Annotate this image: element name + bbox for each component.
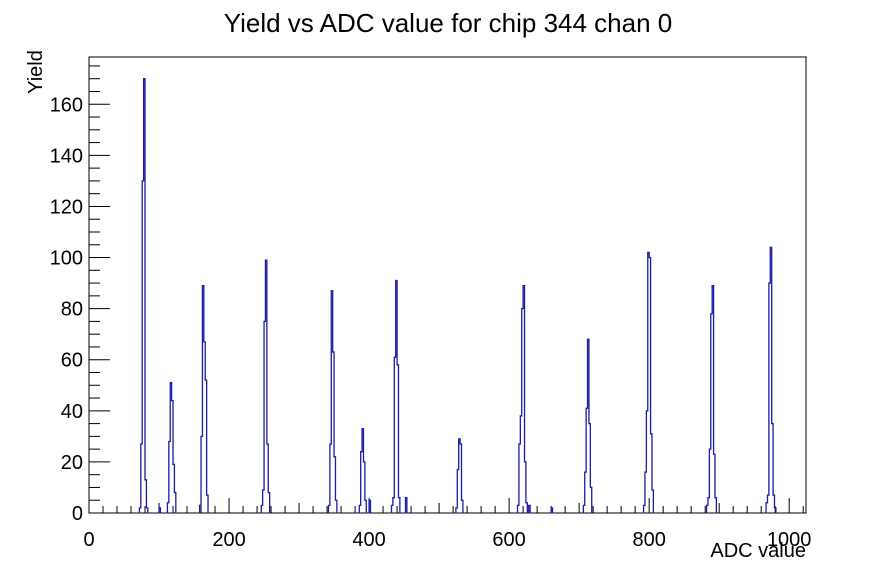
y-tick-label: 140 — [50, 145, 83, 167]
y-tick-label: 20 — [61, 452, 83, 474]
histogram-cluster-peak-621 — [516, 284, 528, 514]
plot-frame — [88, 56, 807, 514]
x-tick-label: 400 — [352, 529, 385, 551]
histogram-cluster-peak-391 — [358, 428, 367, 514]
histogram-cluster-peak-253 — [260, 259, 271, 514]
x-tick-label: 1000 — [767, 529, 812, 551]
histogram-cluster-blip-101 — [158, 507, 162, 514]
histogram-cluster-peak-118 — [166, 382, 177, 514]
histogram-cluster-blip-661 — [550, 507, 554, 514]
histogram-cluster-peak-163 — [198, 284, 209, 514]
histogram-cluster-peak-529 — [455, 438, 464, 514]
x-tick-label: 600 — [492, 529, 525, 551]
x-tick-label: 800 — [632, 529, 665, 551]
y-tick-label: 100 — [50, 248, 83, 270]
y-tick-label: 40 — [61, 401, 83, 423]
histogram-cluster-peak-891 — [705, 284, 718, 514]
histogram-cluster-peak-78 — [138, 78, 149, 514]
histogram-cluster-blip-401 — [368, 499, 372, 514]
histogram-cluster-blip-453 — [404, 497, 408, 514]
histogram-cluster-peak-439 — [390, 279, 401, 514]
y-tick-label: 0 — [72, 503, 83, 525]
y-tick-label: 80 — [61, 299, 83, 321]
histogram-cluster-peak-347 — [327, 290, 338, 514]
y-axis-title: Yield — [25, 50, 47, 94]
histogram-cluster-peak-974 — [765, 246, 777, 514]
chart-title: Yield vs ADC value for chip 344 chan 0 — [223, 8, 673, 38]
y-tick-label: 60 — [61, 350, 83, 372]
x-tick-label: 200 — [212, 529, 245, 551]
histogram-cluster-blip-629 — [528, 504, 531, 514]
histogram-cluster-peak-713 — [582, 338, 593, 514]
y-tick-label: 120 — [50, 196, 83, 218]
y-tick-label: 160 — [50, 94, 83, 116]
x-axis-title: ADC value — [710, 540, 806, 562]
x-tick-label: 0 — [83, 529, 94, 551]
histogram-cluster-peak-799 — [642, 251, 655, 514]
